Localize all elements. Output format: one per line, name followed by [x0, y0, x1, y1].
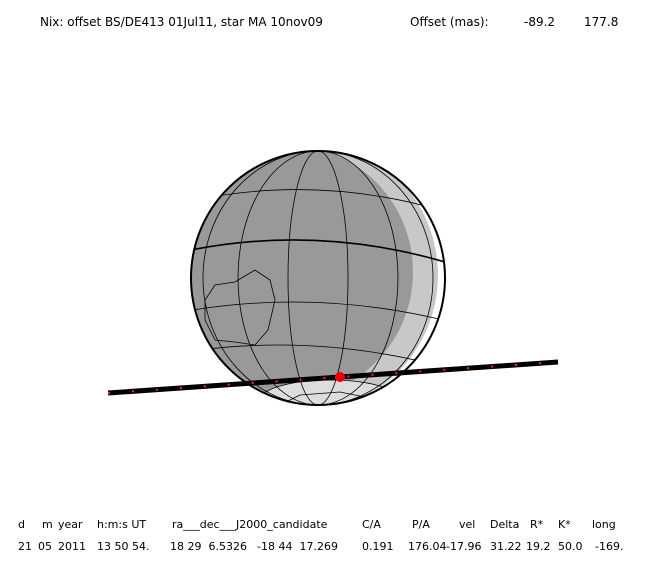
shadow-path — [107, 359, 559, 396]
cell: 2011 — [58, 540, 86, 553]
title: Nix: offset BS/DE413 01Jul11, star MA 10… — [40, 15, 323, 29]
cell: 176.04 — [408, 540, 447, 553]
col-header: R* — [530, 518, 544, 531]
cell: 13 50 54. — [97, 540, 149, 553]
cell: 19.2 — [526, 540, 551, 553]
col-header: C/A — [362, 518, 381, 531]
cell: -169. — [595, 540, 623, 553]
cell: 05 — [38, 540, 52, 553]
footer-table: d m year h:m:s UT ra___dec___J2000_candi… — [18, 518, 623, 553]
offset-label: Offset (mas): — [410, 15, 489, 29]
col-header: P/A — [412, 518, 430, 531]
offset-value: -89.2 — [524, 15, 555, 29]
cell: 31.22 — [490, 540, 522, 553]
offset-value: 177.8 — [584, 15, 618, 29]
cell: -17.96 — [446, 540, 481, 553]
cell: -18 44 17.269 — [257, 540, 338, 553]
col-header: K* — [558, 518, 571, 531]
cell: 18 29 6.5326 — [170, 540, 247, 553]
col-header: long — [592, 518, 616, 531]
cell: 50.0 — [558, 540, 583, 553]
col-header: Delta — [490, 518, 519, 531]
col-header: year — [58, 518, 83, 531]
col-header: ra___dec___J2000_candidate — [172, 518, 328, 531]
col-header: m — [42, 518, 53, 531]
col-header: h:m:s UT — [97, 518, 146, 531]
cell: 21 — [18, 540, 32, 553]
globe — [190, 150, 446, 406]
col-header: d — [18, 518, 25, 531]
col-header: vel — [459, 518, 475, 531]
cell: 0.191 — [362, 540, 394, 553]
